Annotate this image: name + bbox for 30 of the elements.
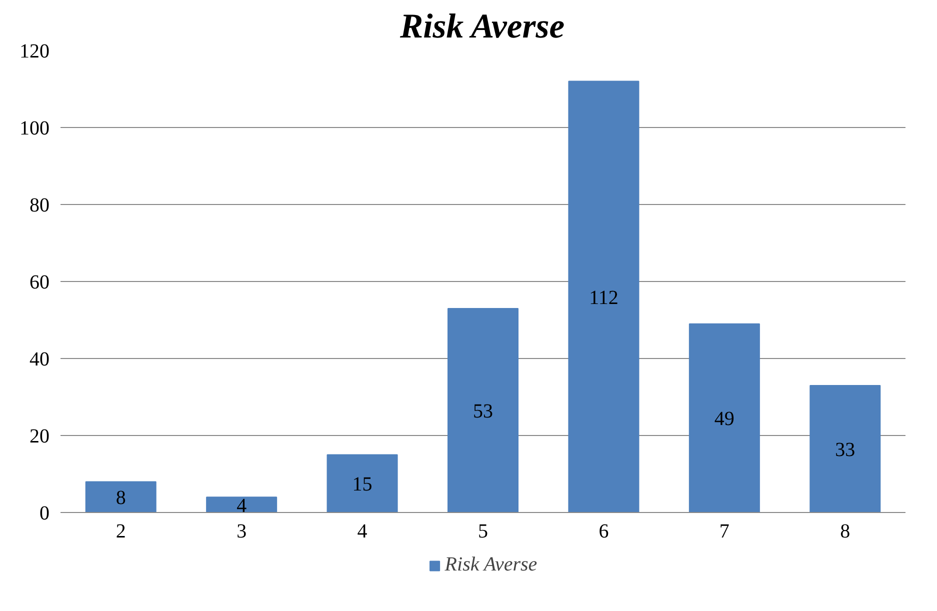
- y-tick-label: 100: [20, 118, 50, 140]
- data-label: 15: [352, 474, 372, 496]
- x-tick-label: 6: [598, 520, 609, 542]
- x-tick-label: 3: [236, 520, 247, 542]
- y-tick-label: 80: [30, 194, 50, 216]
- data-label: 112: [589, 286, 618, 309]
- bar: [326, 454, 398, 512]
- x-tick-label: 2: [116, 520, 126, 542]
- x-tick-label: 4: [357, 520, 368, 542]
- bar: [447, 308, 519, 512]
- x-tick-label: 5: [478, 520, 488, 542]
- data-label: 4: [236, 494, 247, 517]
- y-tick-label: 60: [30, 272, 50, 294]
- data-label: 49: [714, 408, 734, 430]
- legend-label: Risk Averse: [444, 554, 538, 576]
- data-label: 8: [116, 487, 126, 510]
- y-tick-label: 0: [40, 502, 50, 524]
- data-label: 53: [473, 400, 493, 422]
- bar: [206, 496, 278, 512]
- chart-title: Risk Averse: [399, 8, 565, 46]
- y-tick-label: 40: [30, 348, 50, 370]
- bar: [85, 481, 156, 512]
- x-tick-label: 8: [840, 520, 850, 542]
- bar: [810, 384, 881, 512]
- bar: [688, 323, 760, 512]
- data-label: 33: [835, 438, 856, 461]
- y-tick-label: 20: [30, 426, 50, 448]
- bar: [568, 80, 640, 512]
- y-tick-label: 120: [20, 40, 50, 62]
- x-tick-label: 7: [719, 520, 730, 542]
